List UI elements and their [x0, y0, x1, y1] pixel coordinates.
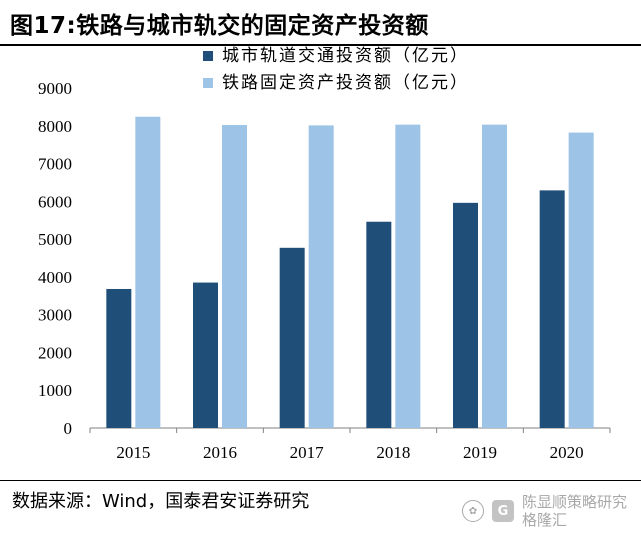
y-tick-label: 1000 [38, 381, 72, 400]
legend-swatch [203, 51, 213, 61]
x-tick-label: 2016 [203, 443, 237, 462]
bar-urban-rail [539, 190, 565, 428]
watermark-platform: 格隆汇 [521, 511, 567, 529]
bar-urban-rail [279, 247, 305, 428]
y-tick-label: 4000 [38, 268, 72, 287]
bar-railway [395, 124, 421, 429]
bar-urban-rail [106, 288, 132, 428]
bar-railway [482, 124, 507, 429]
footer-rule [0, 480, 641, 481]
y-tick-label: 3000 [38, 306, 72, 325]
y-tick-label: 9000 [38, 79, 72, 98]
gelonghui-logo-icon: G [491, 500, 514, 522]
legend-label: 城市轨道交通投资额（亿元） [222, 46, 469, 66]
x-tick-label: 2015 [116, 443, 150, 462]
y-tick-label: 0 [64, 419, 73, 438]
x-tick-label: 2018 [376, 443, 410, 462]
bar-urban-rail [453, 202, 478, 428]
figure-title: 图17:铁路与城市轨交的固定资产投资额 [10, 13, 429, 39]
bar-railway [568, 132, 594, 429]
bar-railway [308, 125, 334, 429]
wechat-icon: ✿ [461, 500, 484, 522]
x-tick-label: 2020 [550, 443, 584, 462]
watermark: ✿ G 陈显顺策略研究 格隆汇 [461, 493, 627, 529]
x-tick-label: 2017 [290, 443, 325, 462]
y-tick-label: 6000 [38, 192, 72, 211]
y-tick-label: 2000 [38, 343, 72, 362]
bar-railway [222, 125, 247, 429]
bar-chart: 0 1000 2000 3000 4000 5000 6000 7000 8000 9000 201… [38, 46, 611, 462]
bar-railway [135, 116, 161, 428]
legend-swatch [203, 78, 213, 88]
title-rule [0, 44, 641, 46]
watermark-account: 陈显顺策略研究 [521, 493, 627, 511]
y-tick-label: 8000 [38, 117, 72, 136]
source-note: 数据来源：Wind，国泰君安证券研究 [12, 491, 310, 512]
y-tick-label: 7000 [38, 155, 72, 174]
x-tick-label: 2019 [463, 443, 497, 462]
y-tick-label: 5000 [38, 230, 72, 249]
legend-label: 铁路固定资产投资额（亿元） [222, 73, 469, 93]
bar-urban-rail [193, 282, 218, 428]
bar-urban-rail [366, 221, 392, 428]
